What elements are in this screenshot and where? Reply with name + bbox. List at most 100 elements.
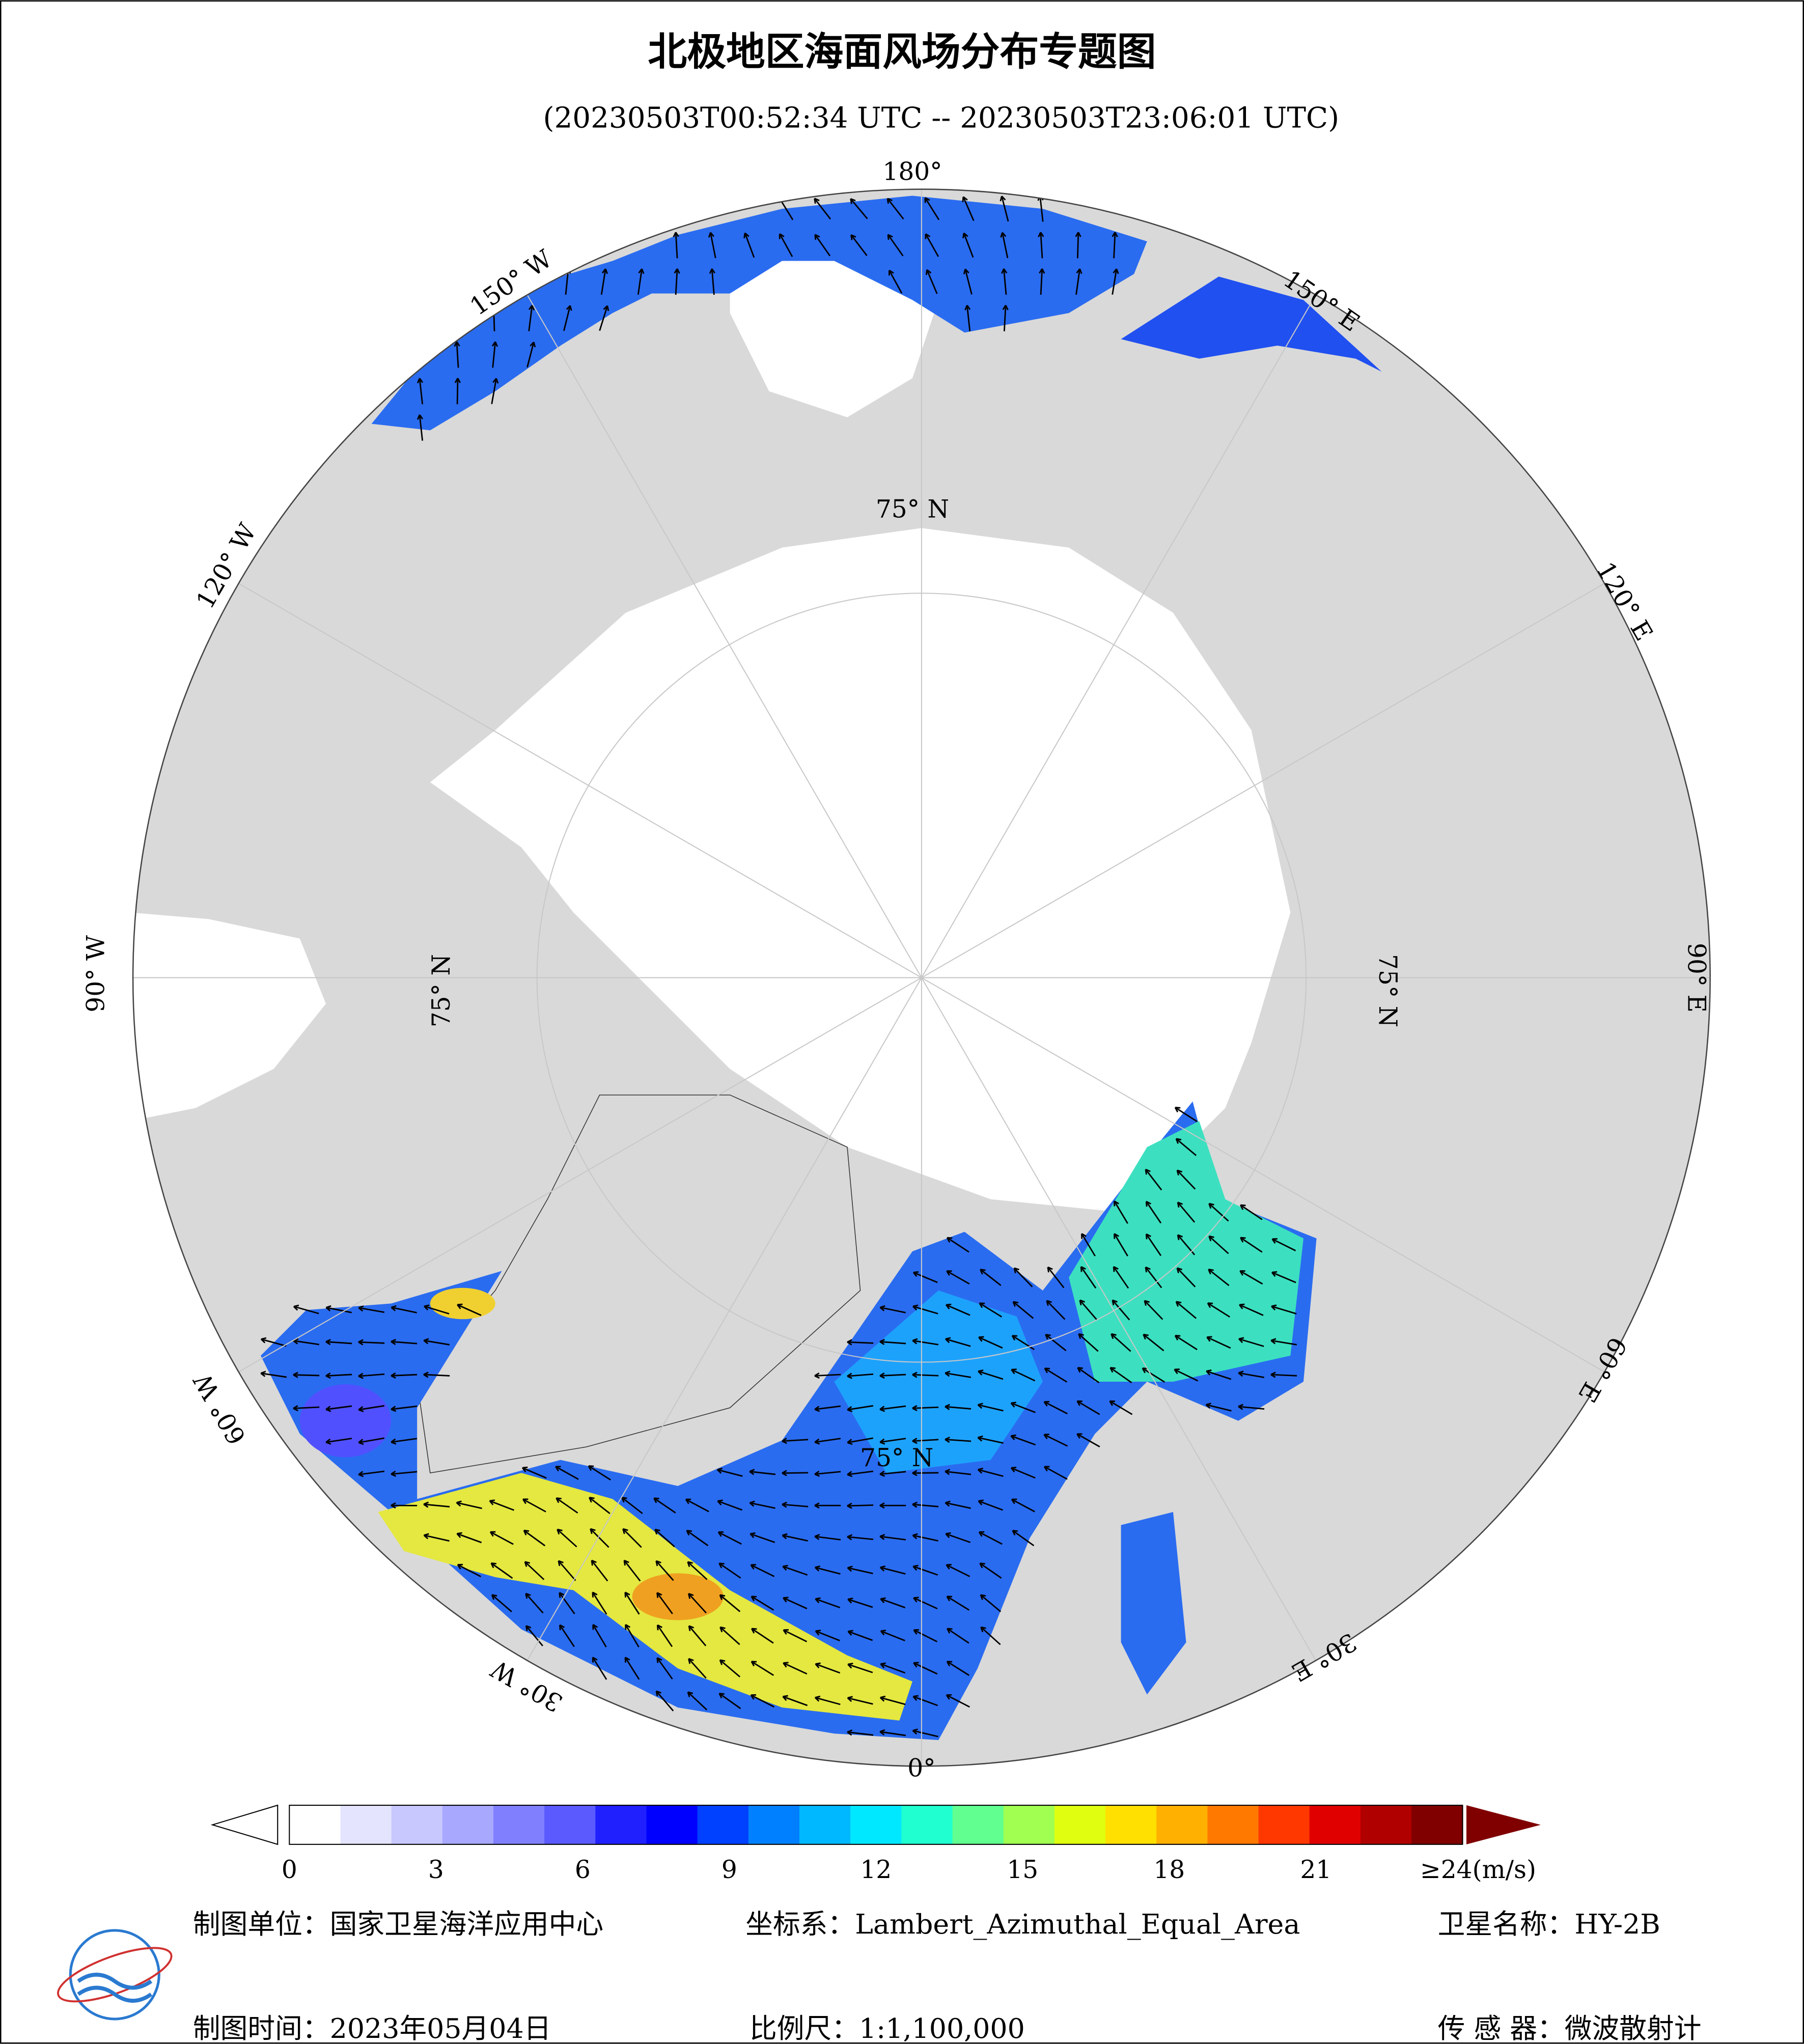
- wind-arrow: [1046, 1300, 1066, 1320]
- wind-arrow: [946, 1237, 969, 1253]
- wind-arrow: [1001, 268, 1008, 295]
- wind-arrow: [358, 1305, 385, 1313]
- wind-arrow: [454, 378, 461, 405]
- wind-arrow: [687, 1592, 707, 1614]
- wind-arrow: [815, 1662, 841, 1674]
- wind-arrow: [880, 1662, 906, 1674]
- wind-arrow: [912, 1304, 938, 1314]
- wind-arrow: [1078, 1333, 1099, 1352]
- wind-arrow: [814, 1372, 841, 1379]
- wind-arrow: [979, 1302, 1003, 1318]
- wind-arrow: [719, 1594, 741, 1612]
- colorbar-max-label: ≥24(m/s): [1420, 1856, 1536, 1884]
- wind-arrow: [391, 1338, 418, 1346]
- wind-arrow: [945, 1469, 972, 1475]
- wind-arrow: [946, 1694, 970, 1708]
- wind-arrow: [782, 1438, 809, 1444]
- wind-arrow: [1238, 1337, 1264, 1347]
- sea-ice: [430, 528, 1291, 1213]
- footer-date: 制图时间：2023年05月04日: [193, 2012, 551, 2044]
- subtitle: (20230503T00:52:34 UTC -- 20230503T23:06…: [543, 102, 1340, 135]
- wind-arrow: [1112, 268, 1119, 295]
- wind-arrow: [358, 1373, 385, 1379]
- wind-arrow: [743, 232, 755, 258]
- wind-arrow: [879, 1729, 906, 1737]
- wind-arrow: [814, 1438, 841, 1445]
- meridian: [523, 977, 922, 1667]
- wind-arrow: [490, 1562, 513, 1579]
- wind-arrow: [655, 1560, 674, 1581]
- wind-arrow: [1012, 1301, 1034, 1319]
- wind-arrow: [489, 1531, 514, 1545]
- wind-arrow: [750, 1532, 775, 1544]
- wind-arrow: [945, 1370, 972, 1378]
- wind-arrow: [673, 232, 679, 259]
- wind-arrow: [1011, 1335, 1035, 1351]
- wind-arrow: [556, 1497, 578, 1514]
- wind-arrow: [1047, 1266, 1065, 1289]
- colorbar-cell: [1105, 1805, 1157, 1844]
- wind-arrow: [1174, 1368, 1199, 1382]
- wind-arrow: [656, 1592, 673, 1614]
- colorbar-outline: [289, 1805, 1463, 1845]
- wind-arrow: [688, 1625, 707, 1646]
- wind-arrow: [491, 378, 499, 404]
- wind-arrow: [888, 269, 903, 294]
- meridian: [523, 289, 922, 978]
- wind-arrow: [912, 1501, 939, 1508]
- wind-arrow: [358, 1470, 385, 1477]
- wind-arrow: [1043, 1401, 1068, 1415]
- wind-arrow: [1145, 1200, 1162, 1224]
- wind-arrow: [1076, 1433, 1100, 1448]
- wind-arrow: [685, 1498, 709, 1513]
- wind-arrow: [887, 234, 904, 257]
- wind-arrow: [980, 1269, 1002, 1286]
- wind-arrow: [1113, 1266, 1129, 1289]
- wind-arrow: [1238, 1404, 1265, 1410]
- wind-arrow: [879, 1305, 906, 1313]
- wind-arrow: [523, 1529, 546, 1547]
- wind-arrow: [964, 304, 971, 331]
- wind-arrow: [880, 1597, 906, 1609]
- wind-arrow: [526, 342, 536, 368]
- wind-arrow: [1145, 1266, 1162, 1289]
- colorbar-cell: [901, 1805, 953, 1844]
- wind-arrow: [622, 1528, 642, 1548]
- wind-arrow: [592, 1657, 607, 1680]
- wind-arrow: [947, 1628, 969, 1644]
- wind-arrow: [524, 1561, 545, 1580]
- wind-arrow: [1144, 1300, 1163, 1320]
- wind-arrow: [719, 1626, 740, 1645]
- colorbar-cell: [850, 1805, 902, 1844]
- colorbar-tick-label: 0: [282, 1856, 297, 1884]
- footer-scale: 比例尺：1:1,100,000: [750, 2012, 1025, 2044]
- wind-arrow: [718, 1562, 741, 1579]
- wind-arrow: [1002, 304, 1009, 331]
- title: 北极地区海面风场分布专题图: [648, 29, 1156, 75]
- wind-arrow: [1239, 1303, 1264, 1316]
- wind-arrow: [847, 1598, 873, 1608]
- wind-arrow: [912, 1338, 939, 1346]
- wind-arrow: [946, 1270, 970, 1285]
- wind-arrow: [325, 1305, 352, 1313]
- wind-arrow: [558, 1560, 576, 1581]
- wind-arrow: [423, 1533, 450, 1542]
- wind-arrow: [559, 1592, 575, 1614]
- wind-arrow: [977, 1403, 1004, 1412]
- wind-arrow: [977, 1467, 1004, 1477]
- colorbar-cell: [493, 1805, 545, 1844]
- meridian: [921, 289, 1320, 978]
- wind-arrow: [674, 268, 680, 295]
- wind-field-okhotsk: [1121, 276, 1382, 372]
- wind-arrow: [1174, 1107, 1198, 1123]
- wind-arrow: [709, 268, 716, 295]
- wind-arrow: [1208, 1235, 1229, 1254]
- wind-arrow: [1043, 1466, 1068, 1480]
- wind-arrow: [717, 1531, 742, 1545]
- logo-waves: [77, 1973, 153, 2003]
- wind-arrow: [391, 1372, 418, 1379]
- wind-arrow: [1038, 232, 1044, 259]
- wind-arrow: [417, 378, 424, 405]
- wind-arrow: [978, 1369, 1004, 1380]
